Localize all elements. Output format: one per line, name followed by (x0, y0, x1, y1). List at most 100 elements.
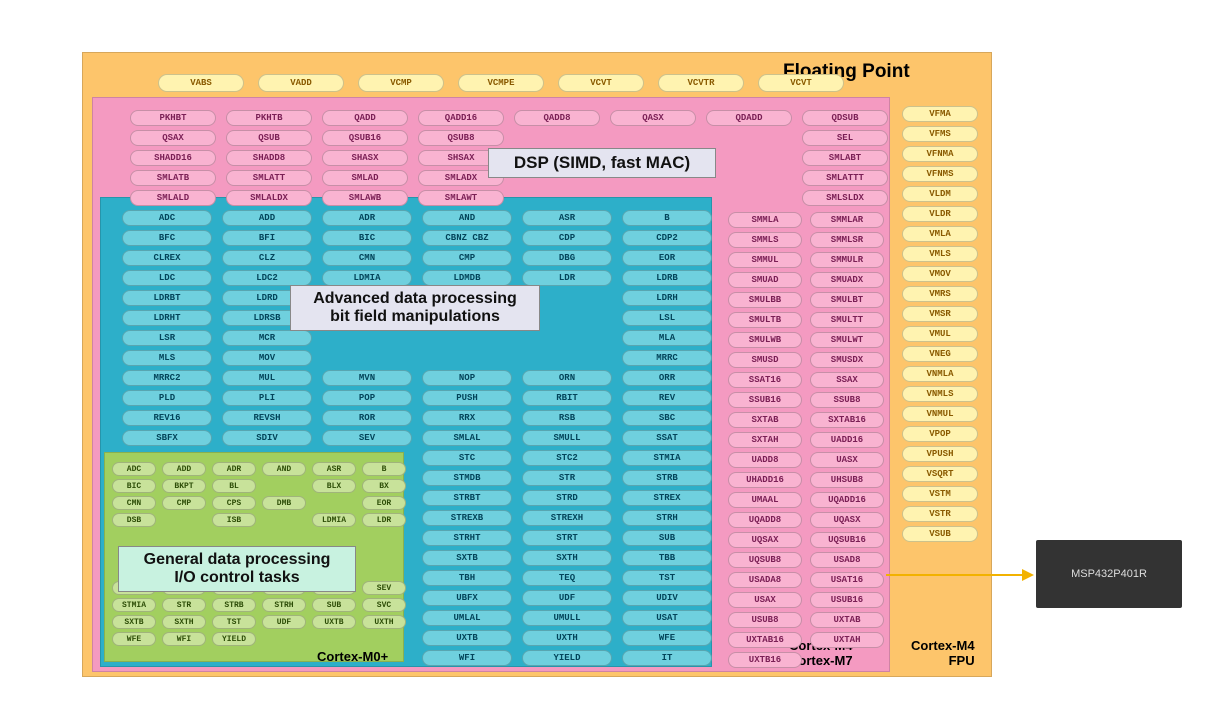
instr-dmb: DMB (262, 496, 306, 510)
instr-uqsax: UQSAX (728, 532, 802, 548)
instr-usat: USAT (622, 610, 712, 626)
gen-overlay: General data processing I/O control task… (118, 546, 356, 592)
instr-and: AND (262, 462, 306, 476)
instr-tst: TST (622, 570, 712, 586)
instr-usad8: USAD8 (810, 552, 884, 568)
instr-stc: STC (422, 450, 512, 466)
instr-strbt: STRBT (422, 490, 512, 506)
instr-sub: SUB (622, 530, 712, 546)
instr-vfnms: VFNMS (902, 166, 978, 182)
instr-rev: REV (622, 390, 712, 406)
instr-stmdb: STMDB (422, 470, 512, 486)
instr-sel: SEL (802, 130, 888, 146)
instr-bic: BIC (322, 230, 412, 246)
instr-ldr: LDR (522, 270, 612, 286)
dsp-overlay: DSP (SIMD, fast MAC) (488, 148, 716, 178)
instr-qdadd: QDADD (706, 110, 792, 126)
instr-qadd16: QADD16 (418, 110, 504, 126)
instr-sbfx: SBFX (122, 430, 212, 446)
instr-sxtab: SXTAB (728, 412, 802, 428)
instr-vcmp: VCMP (358, 74, 444, 92)
instr-smull: SMULL (522, 430, 612, 446)
instr-rsb: RSB (522, 410, 612, 426)
instr-smlal: SMLAL (422, 430, 512, 446)
diagram-stage: Floating Point Cortex-M4 FPU Cortex-M4 C… (82, 52, 992, 677)
instr-vmla: VMLA (902, 226, 978, 242)
instr-sxtah: SXTAH (728, 432, 802, 448)
instr-uhadd16: UHADD16 (728, 472, 802, 488)
instr-ldrht: LDRHT (122, 310, 212, 326)
instr-dbg: DBG (522, 250, 612, 266)
instr-pkhbt: PKHBT (130, 110, 216, 126)
instr-udf: UDF (262, 615, 306, 629)
instr-vfma: VFMA (902, 106, 978, 122)
instr-sub: SUB (312, 598, 356, 612)
instr-smlattt: SMLATTT (802, 170, 888, 186)
instr-smlsldx: SMLSLDX (802, 190, 888, 206)
instr-vfms: VFMS (902, 126, 978, 142)
instr-strh: STRH (262, 598, 306, 612)
instr-blx: BLX (312, 479, 356, 493)
instr-uxth: UXTH (362, 615, 406, 629)
instr-umlal: UMLAL (422, 610, 512, 626)
instr-adc: ADC (122, 210, 212, 226)
instr-ssub8: SSUB8 (810, 392, 884, 408)
instr-uqsub16: UQSUB16 (810, 532, 884, 548)
instr-shasx: SHASX (322, 150, 408, 166)
instr-mrrc2: MRRC2 (122, 370, 212, 386)
instr-qsub: QSUB (226, 130, 312, 146)
instr-umaal: UMAAL (728, 492, 802, 508)
instr-vpush: VPUSH (902, 446, 978, 462)
instr-udf: UDF (522, 590, 612, 606)
chip-msp432: MSP432P401R (1036, 540, 1182, 608)
instr-ldrbt: LDRBT (122, 290, 212, 306)
instr-qasx: QASX (610, 110, 696, 126)
instr-mrrc: MRRC (622, 350, 712, 366)
instr-cmp: CMP (422, 250, 512, 266)
instr-strb: STRB (622, 470, 712, 486)
instr-wfe: WFE (622, 630, 712, 646)
instr-ldc: LDC (122, 270, 212, 286)
instr-vcvtr: VCVTR (658, 74, 744, 92)
instr-qsub8: QSUB8 (418, 130, 504, 146)
instr-bx: BX (362, 479, 406, 493)
instr-stmia: STMIA (622, 450, 712, 466)
instr-uxtb: UXTB (422, 630, 512, 646)
instr-bkpt: BKPT (162, 479, 206, 493)
instr-b: B (622, 210, 712, 226)
instr-pkhtb: PKHTB (226, 110, 312, 126)
instr-vsqrt: VSQRT (902, 466, 978, 482)
instr-strb: STRB (212, 598, 256, 612)
instr-vsub: VSUB (902, 526, 978, 542)
instr-sxth: SXTH (522, 550, 612, 566)
instr-asr: ASR (312, 462, 356, 476)
instr-str: STR (162, 598, 206, 612)
instr-smuad: SMUAD (728, 272, 802, 288)
instr-smulwb: SMULWB (728, 332, 802, 348)
instr-yield: YIELD (522, 650, 612, 666)
instr-uxtah: UXTAH (810, 632, 884, 648)
instr-vmls: VMLS (902, 246, 978, 262)
instr-pli: PLI (222, 390, 312, 406)
instr-add: ADD (222, 210, 312, 226)
instr-ldrb: LDRB (622, 270, 712, 286)
instr-pop: POP (322, 390, 412, 406)
instr-usax: USAX (728, 592, 802, 608)
instr-wfi: WFI (422, 650, 512, 666)
instr-vcmpe: VCMPE (458, 74, 544, 92)
instr-usat16: USAT16 (810, 572, 884, 588)
instr-smmlsr: SMMLSR (810, 232, 884, 248)
instr-uxtab: UXTAB (810, 612, 884, 628)
instr-vnmla: VNMLA (902, 366, 978, 382)
instr-sev: SEV (322, 430, 412, 446)
instr-vcvt: VCVT (758, 74, 844, 92)
instr-smmulr: SMMULR (810, 252, 884, 268)
instr-sev: SEV (362, 581, 406, 595)
instr-wfe: WFE (112, 632, 156, 646)
instr-usub16: USUB16 (810, 592, 884, 608)
instr-adr: ADR (322, 210, 412, 226)
instr-cps: CPS (212, 496, 256, 510)
arrow-line (886, 574, 1024, 576)
instr-cdp: CDP (522, 230, 612, 246)
instr-wfi: WFI (162, 632, 206, 646)
